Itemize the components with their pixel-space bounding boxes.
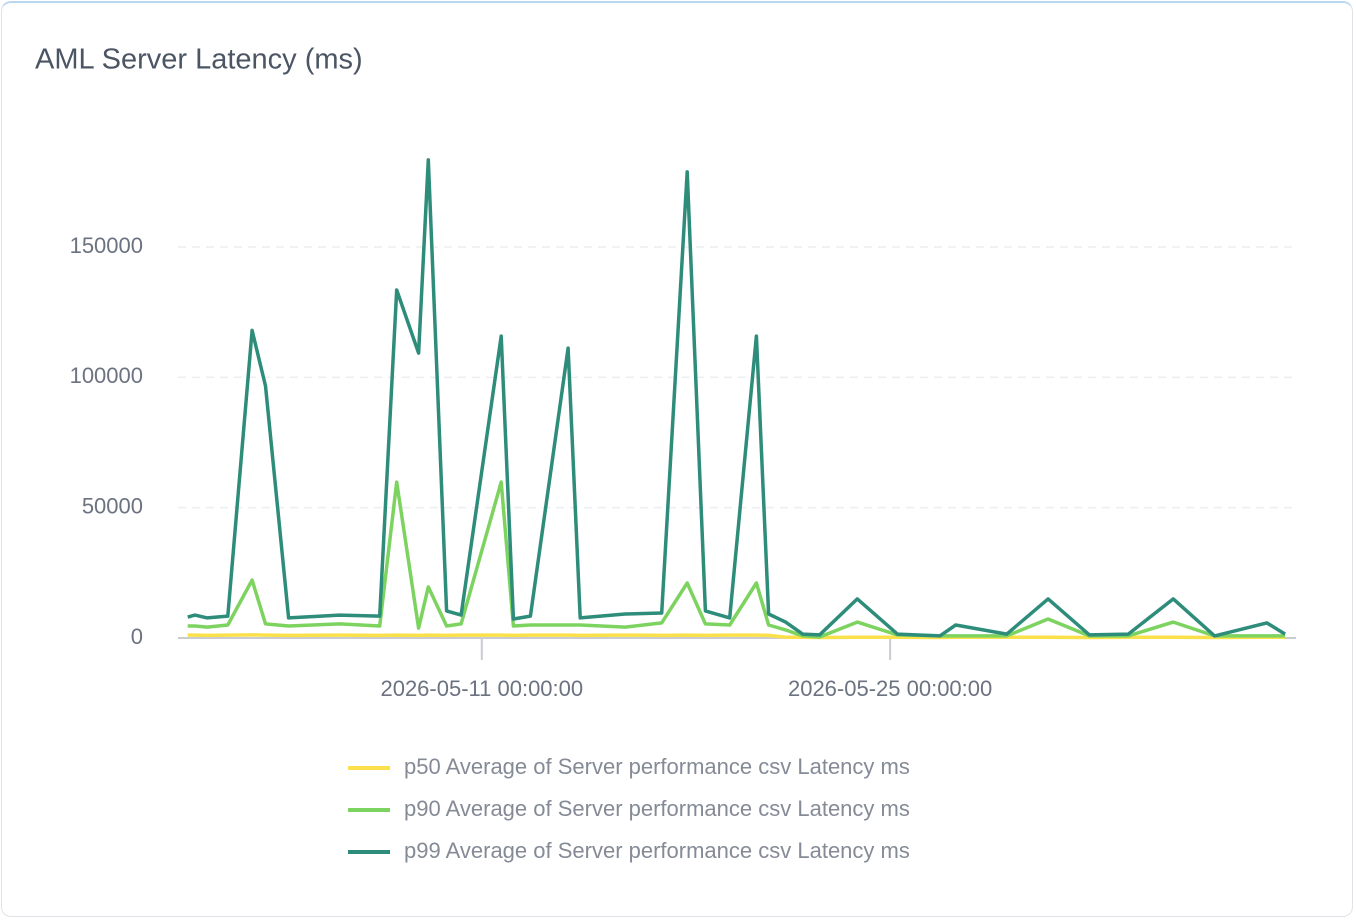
y-tick-label: 150000 [70, 233, 143, 258]
x-tick-label: 2026-05-25 00:00:00 [788, 676, 992, 701]
chart-title: AML Server Latency (ms) [35, 44, 363, 76]
legend-label: p90 Average of Server performance csv La… [404, 796, 910, 821]
legend-label: p50 Average of Server performance csv La… [404, 754, 910, 779]
y-tick-label: 0 [131, 624, 143, 649]
series-line [187, 633, 1286, 640]
y-tick-label: 50000 [82, 493, 143, 518]
series-line [187, 158, 1287, 638]
series-line [187, 480, 1286, 639]
x-tick-label: 2026-05-11 00:00:00 [380, 676, 583, 701]
legend-label: p99 Average of Server performance csv La… [404, 838, 910, 863]
y-tick-label: 100000 [70, 363, 143, 388]
